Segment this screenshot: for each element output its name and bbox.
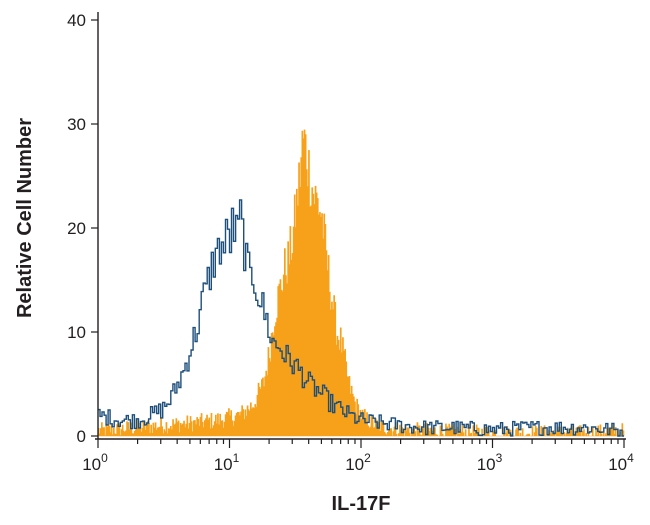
y-tick-label: 10 [67,323,86,342]
y-tick-label: 40 [67,11,86,30]
x-tick-label: 102 [345,451,371,474]
filled-histogram-series [97,129,625,437]
y-tick-label: 0 [77,427,86,446]
x-tick-label: 101 [214,451,240,474]
y-tick-label: 30 [67,115,86,134]
outline-histogram-layer [98,199,624,437]
x-axis-title: IL-17F [332,493,391,515]
x-axis-ticks: 100 101 102 103 104 [82,439,634,474]
filled-histogram-layer [97,129,625,437]
y-tick-label: 20 [67,219,86,238]
y-axis-ticks: 0 10 20 30 40 [67,11,98,446]
x-tick-label: 103 [477,451,503,474]
outline-histogram-series [98,199,624,437]
axes [95,12,626,440]
x-tick-label: 100 [82,451,108,474]
y-axis-title: Relative Cell Number [14,118,36,318]
x-tick-label: 104 [608,451,634,474]
